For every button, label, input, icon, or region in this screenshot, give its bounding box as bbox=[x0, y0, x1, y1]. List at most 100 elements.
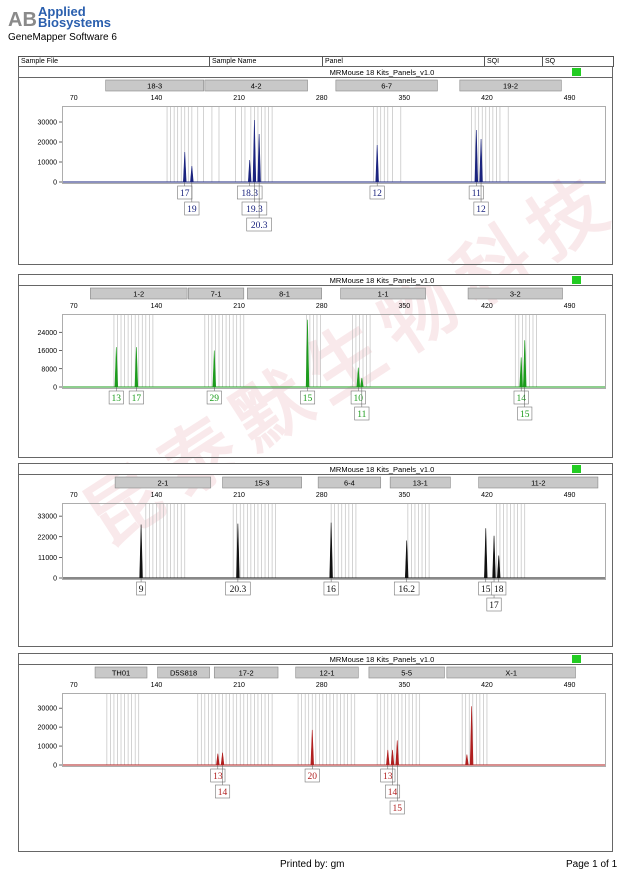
marker-label: 1-2 bbox=[133, 290, 144, 299]
allele-label: 10 bbox=[350, 390, 366, 405]
allele-label-text: 20.3 bbox=[230, 585, 247, 595]
y-tick-label: 33000 bbox=[38, 514, 58, 521]
allele-label-box bbox=[304, 768, 320, 783]
plot-area bbox=[62, 106, 606, 184]
ab-logo-mark: AB bbox=[8, 9, 37, 30]
allele-label-box bbox=[210, 768, 226, 783]
marker-bar: TH01 bbox=[94, 666, 148, 679]
allele-label: 14 bbox=[513, 390, 529, 405]
allele-label-box bbox=[246, 217, 272, 232]
peak bbox=[492, 535, 496, 579]
x-tick-label: 350 bbox=[398, 303, 410, 310]
marker-bar-box bbox=[317, 476, 382, 489]
allele-label: 12 bbox=[473, 201, 489, 216]
y-tick-label: 0 bbox=[53, 763, 57, 770]
x-tick-label: 140 bbox=[151, 682, 163, 689]
marker-label: D5S818 bbox=[170, 669, 197, 678]
allele-label-box bbox=[300, 390, 316, 405]
allele-label-box bbox=[393, 581, 420, 596]
x-tick-label: 210 bbox=[233, 682, 245, 689]
allele-label: 20.3 bbox=[246, 217, 272, 232]
header-divider bbox=[484, 57, 485, 66]
x-tick-label: 280 bbox=[316, 95, 328, 102]
allele-label: 20 bbox=[304, 768, 320, 783]
marker-label: 18-3 bbox=[147, 82, 162, 91]
marker-bar-box bbox=[213, 666, 279, 679]
x-tick-label: 70 bbox=[70, 95, 78, 102]
marker-label: TH01 bbox=[112, 669, 130, 678]
peak bbox=[386, 749, 390, 766]
allele-label: 13 bbox=[108, 390, 124, 405]
peak bbox=[329, 522, 333, 579]
page-number: Page 1 of 1 bbox=[566, 859, 618, 870]
marker-label: 12-1 bbox=[319, 669, 334, 678]
marker-bar: 17-2 bbox=[213, 666, 279, 679]
allele-label-text: 14 bbox=[388, 788, 398, 798]
y-tick-label: 24000 bbox=[38, 330, 58, 337]
peak bbox=[465, 754, 469, 766]
allele-label-text: 29 bbox=[210, 394, 220, 404]
y-tick-label: 0 bbox=[53, 576, 57, 583]
allele-label: 19 bbox=[184, 201, 200, 216]
peak bbox=[190, 165, 194, 183]
peak bbox=[139, 524, 143, 579]
allele-label: 15 bbox=[300, 390, 316, 405]
x-tick-label: 490 bbox=[564, 492, 576, 499]
allele-label-text: 17 bbox=[132, 394, 142, 404]
x-tick-label: 280 bbox=[316, 303, 328, 310]
y-tick-label: 10000 bbox=[38, 160, 58, 167]
marker-bar-box bbox=[467, 287, 563, 300]
sizing-quality-indicator bbox=[572, 465, 581, 473]
y-tick-label: 30000 bbox=[38, 120, 58, 127]
marker-bar-box bbox=[105, 79, 204, 92]
allele-label: 11 bbox=[468, 185, 484, 200]
allele-label: 15 bbox=[389, 800, 405, 815]
marker-bar: 2-1 bbox=[114, 476, 212, 489]
panel-name: MRMouse 18 Kits_Panels_v1.0 bbox=[330, 655, 435, 664]
allele-label: 16 bbox=[323, 581, 339, 596]
electropherogram-panel-blue: MRMouse 18 Kits_Panels_v1.0 18-3 4-2 6-7 19-… bbox=[18, 66, 613, 265]
y-tick-label: 11000 bbox=[38, 555, 57, 562]
marker-bar-box bbox=[222, 476, 302, 489]
marker-bar: 1-1 bbox=[340, 287, 426, 300]
allele-label: 13 bbox=[380, 768, 396, 783]
x-tick-label: 490 bbox=[564, 95, 576, 102]
y-tick-label: 8000 bbox=[41, 366, 57, 373]
marker-bar-box bbox=[295, 666, 359, 679]
sample-file-header: Sample File bbox=[21, 58, 58, 65]
panel-name: MRMouse 18 Kits_Panels_v1.0 bbox=[330, 465, 435, 474]
allele-label: 15 bbox=[517, 406, 533, 421]
peak bbox=[220, 752, 225, 766]
marker-label: 6-7 bbox=[381, 82, 392, 91]
marker-bar-box bbox=[335, 79, 438, 92]
allele-label-text: 15 bbox=[520, 410, 530, 420]
y-tick-label: 0 bbox=[53, 385, 57, 392]
x-tick-label: 70 bbox=[70, 682, 78, 689]
allele-label: 14 bbox=[215, 784, 231, 799]
allele-label-text: 9 bbox=[139, 585, 144, 595]
x-tick-label: 350 bbox=[398, 492, 410, 499]
allele-label-box bbox=[354, 406, 370, 421]
peak bbox=[469, 706, 474, 766]
allele-label: 18 bbox=[491, 581, 507, 596]
marker-bar-box bbox=[389, 476, 451, 489]
marker-bar: 12-1 bbox=[295, 666, 359, 679]
allele-label-text: 16 bbox=[326, 585, 336, 595]
sizing-quality-indicator bbox=[572, 655, 581, 663]
panel-name: MRMouse 18 Kits_Panels_v1.0 bbox=[330, 68, 435, 77]
panel-title-bar bbox=[18, 653, 613, 665]
marker-bar-box bbox=[94, 666, 148, 679]
marker-label: 1-1 bbox=[378, 290, 389, 299]
allele-label-text: 12 bbox=[476, 205, 486, 215]
marker-bar: 8-1 bbox=[247, 287, 322, 300]
marker-bar-box bbox=[368, 666, 445, 679]
allele-label-text: 13 bbox=[383, 772, 393, 782]
x-tick-label: 280 bbox=[316, 492, 328, 499]
x-tick-label: 140 bbox=[151, 492, 163, 499]
x-tick-label: 70 bbox=[70, 303, 78, 310]
peak bbox=[375, 144, 379, 183]
panel-title-bar bbox=[18, 463, 613, 475]
brand-line1: Applied bbox=[38, 4, 86, 19]
marker-bar: 19-2 bbox=[459, 79, 562, 92]
allele-label-text: 17 bbox=[180, 189, 190, 199]
